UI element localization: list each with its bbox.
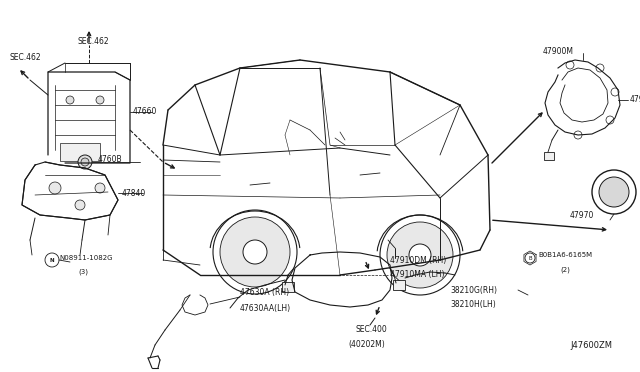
Circle shape <box>611 88 619 96</box>
Circle shape <box>95 183 105 193</box>
Circle shape <box>213 210 297 294</box>
Text: 47630AA(LH): 47630AA(LH) <box>240 304 291 312</box>
Circle shape <box>243 240 267 264</box>
Text: SEC.400: SEC.400 <box>355 326 387 334</box>
Bar <box>544 152 554 160</box>
Text: SEC.462: SEC.462 <box>77 38 109 46</box>
Bar <box>393 280 405 290</box>
Text: SEC.462: SEC.462 <box>10 52 42 61</box>
Circle shape <box>78 155 92 169</box>
Text: 47910DM (RH): 47910DM (RH) <box>390 256 446 264</box>
Circle shape <box>81 158 89 166</box>
Circle shape <box>596 64 604 72</box>
Text: 47900M: 47900M <box>543 48 574 57</box>
Text: B0B1A6-6165M: B0B1A6-6165M <box>538 252 592 258</box>
Text: N08911-1082G: N08911-1082G <box>59 255 113 261</box>
Circle shape <box>566 61 574 69</box>
Text: 47910MA (LH): 47910MA (LH) <box>390 270 445 279</box>
Circle shape <box>409 244 431 266</box>
Text: (2): (2) <box>560 267 570 273</box>
Circle shape <box>66 96 74 104</box>
Circle shape <box>606 116 614 124</box>
Text: N: N <box>50 257 54 263</box>
Text: 47630A (RH): 47630A (RH) <box>240 289 289 298</box>
Text: 47900MA: 47900MA <box>630 96 640 105</box>
Circle shape <box>96 96 104 104</box>
Circle shape <box>380 215 460 295</box>
Circle shape <box>599 177 629 207</box>
Circle shape <box>220 217 290 287</box>
Circle shape <box>574 131 582 139</box>
Bar <box>60 143 100 161</box>
Circle shape <box>387 222 453 288</box>
Text: 38210G(RH): 38210G(RH) <box>450 285 497 295</box>
Text: 38210H(LH): 38210H(LH) <box>450 301 496 310</box>
Bar <box>282 282 294 292</box>
Text: 4760B: 4760B <box>98 155 123 164</box>
Circle shape <box>592 170 636 214</box>
Circle shape <box>49 182 61 194</box>
Text: B: B <box>528 256 532 260</box>
Text: 47660: 47660 <box>133 108 157 116</box>
Circle shape <box>75 200 85 210</box>
Text: (3): (3) <box>78 269 88 275</box>
Text: J47600ZM: J47600ZM <box>570 340 612 350</box>
Circle shape <box>525 253 535 263</box>
Text: 47840: 47840 <box>122 189 147 198</box>
Text: (40202M): (40202M) <box>348 340 385 350</box>
Circle shape <box>45 253 59 267</box>
Text: 47970: 47970 <box>570 212 595 221</box>
